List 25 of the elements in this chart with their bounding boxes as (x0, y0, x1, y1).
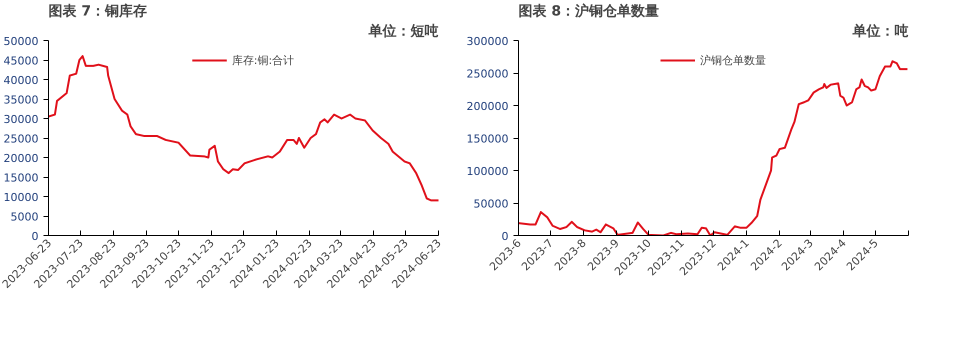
y-tick-label: 30000 (4, 113, 39, 126)
y-tick-label: 100000 (466, 165, 509, 178)
y-tick-label: 50000 (474, 198, 509, 210)
y-tick-label: 45000 (4, 54, 39, 68)
y-tick-label: 5000 (10, 210, 39, 224)
legend-label: 沪铜仓单数量 (700, 52, 766, 68)
chart-subtitle: 单位：短吨 (368, 24, 438, 40)
y-tick-label: 200000 (466, 100, 509, 113)
y-tick-label: 35000 (4, 94, 39, 106)
y-tick-label: 50000 (4, 35, 39, 48)
chart-title: 图表 8：沪铜仓单数量 (518, 2, 660, 20)
y-tick-label: 250000 (466, 68, 509, 80)
y-tick-label: 20000 (4, 152, 39, 165)
y-tick-label: 40000 (4, 74, 39, 87)
chart-title: 图表 7：铜库存 (48, 2, 148, 20)
line-series (48, 55, 438, 202)
chart-subtitle: 单位：吨 (852, 24, 908, 40)
y-tick-label: 150000 (466, 132, 509, 146)
y-tick-label: 300000 (466, 35, 509, 48)
y-tick-label: 25000 (4, 132, 39, 146)
y-tick-label: 0 (502, 230, 508, 243)
y-tick-label: 0 (32, 230, 38, 243)
legend-label: 库存:铜:合计 (232, 52, 294, 68)
y-tick-label: 15000 (4, 172, 39, 184)
y-tick-label: 10000 (4, 191, 39, 204)
